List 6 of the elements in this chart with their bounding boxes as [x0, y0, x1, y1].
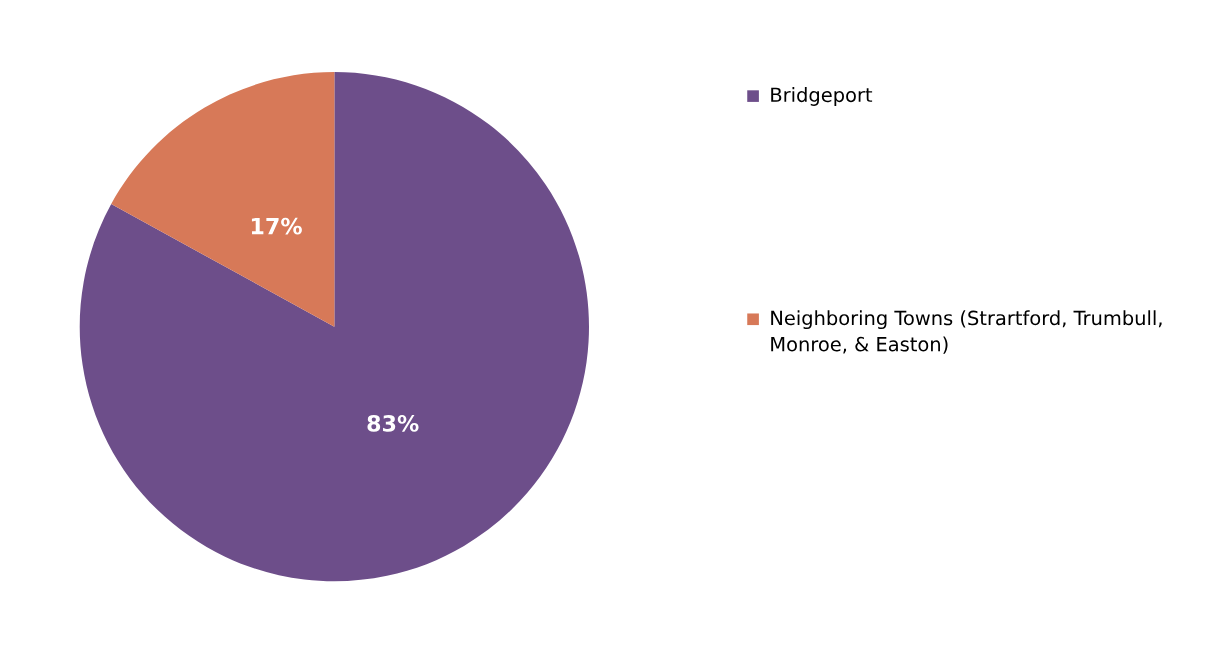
data-label: 17%	[251, 217, 302, 235]
pie-slice	[111, 72, 335, 327]
legend-label: Neighboring Towns (Strartford, Trumbull, Monroe, & Easton)	[771, 310, 1162, 354]
legend-label: Bridgeport	[771, 87, 873, 106]
pie-slice	[79, 72, 589, 582]
data-label: 83%	[367, 414, 419, 432]
